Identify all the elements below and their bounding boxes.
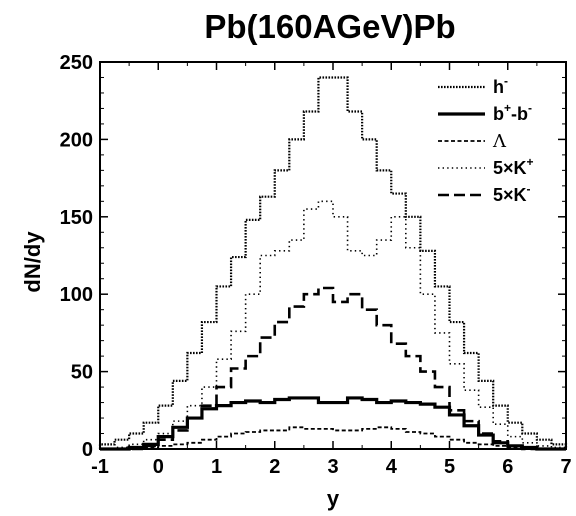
x-tick-label: 5 xyxy=(444,456,455,478)
plot-frame xyxy=(99,61,567,450)
legend-label-base: b xyxy=(493,104,504,124)
legend-label: b+-b- xyxy=(493,101,532,124)
legend-label: 5×K+ xyxy=(493,155,534,178)
series-line-4 xyxy=(100,286,566,451)
chart-title: Pb(160AGeV)Pb xyxy=(204,8,455,45)
x-axis: -1 0 1 2 3 4 5 6 7 xyxy=(91,62,572,478)
legend-label: Λ xyxy=(492,131,507,152)
series-line-1 xyxy=(100,396,566,451)
y-tick-label: 100 xyxy=(60,284,93,306)
x-tick-label: 0 xyxy=(153,456,164,478)
x-tick-label: 4 xyxy=(386,456,398,478)
y-axis-label: dN/dy xyxy=(20,231,45,293)
x-tick-label: 2 xyxy=(269,456,280,478)
y-axis: 0 50 100 150 200 250 xyxy=(60,52,566,461)
x-tick-label: 1 xyxy=(211,456,222,478)
legend: h-b+-b-Λ5×K+5×K- xyxy=(438,74,534,205)
series-line-2 xyxy=(100,426,566,450)
y-tick-label: 150 xyxy=(60,207,93,229)
series-line-0 xyxy=(98,76,568,449)
legend-label: h- xyxy=(493,74,508,97)
x-tick-label: 7 xyxy=(560,456,571,478)
legend-label-base: 5×K xyxy=(493,185,527,205)
x-axis-label: y xyxy=(327,486,340,511)
legend-label-base: 5×K xyxy=(493,158,527,178)
legend-label: 5×K- xyxy=(493,182,531,205)
x-tick-label: 3 xyxy=(327,456,338,478)
series-line-3 xyxy=(100,200,567,450)
legend-label-base: h xyxy=(493,77,504,97)
legend-label-superscript: - xyxy=(504,74,508,88)
y-tick-label: 250 xyxy=(60,52,93,74)
legend-label-superscript: - xyxy=(527,182,531,196)
legend-label-superscript: + xyxy=(504,101,511,115)
legend-label-superscript: + xyxy=(527,155,534,169)
y-tick-label: 200 xyxy=(60,129,93,151)
x-tick-label: -1 xyxy=(91,456,109,478)
legend-label-base: Λ xyxy=(492,131,507,152)
y-tick-label: 0 xyxy=(82,439,93,461)
legend-label-mid: -b xyxy=(511,104,528,124)
legend-label-superscript: - xyxy=(528,101,532,115)
series-layer xyxy=(98,76,568,451)
y-tick-label: 50 xyxy=(71,362,93,384)
x-tick-label: 6 xyxy=(502,456,513,478)
